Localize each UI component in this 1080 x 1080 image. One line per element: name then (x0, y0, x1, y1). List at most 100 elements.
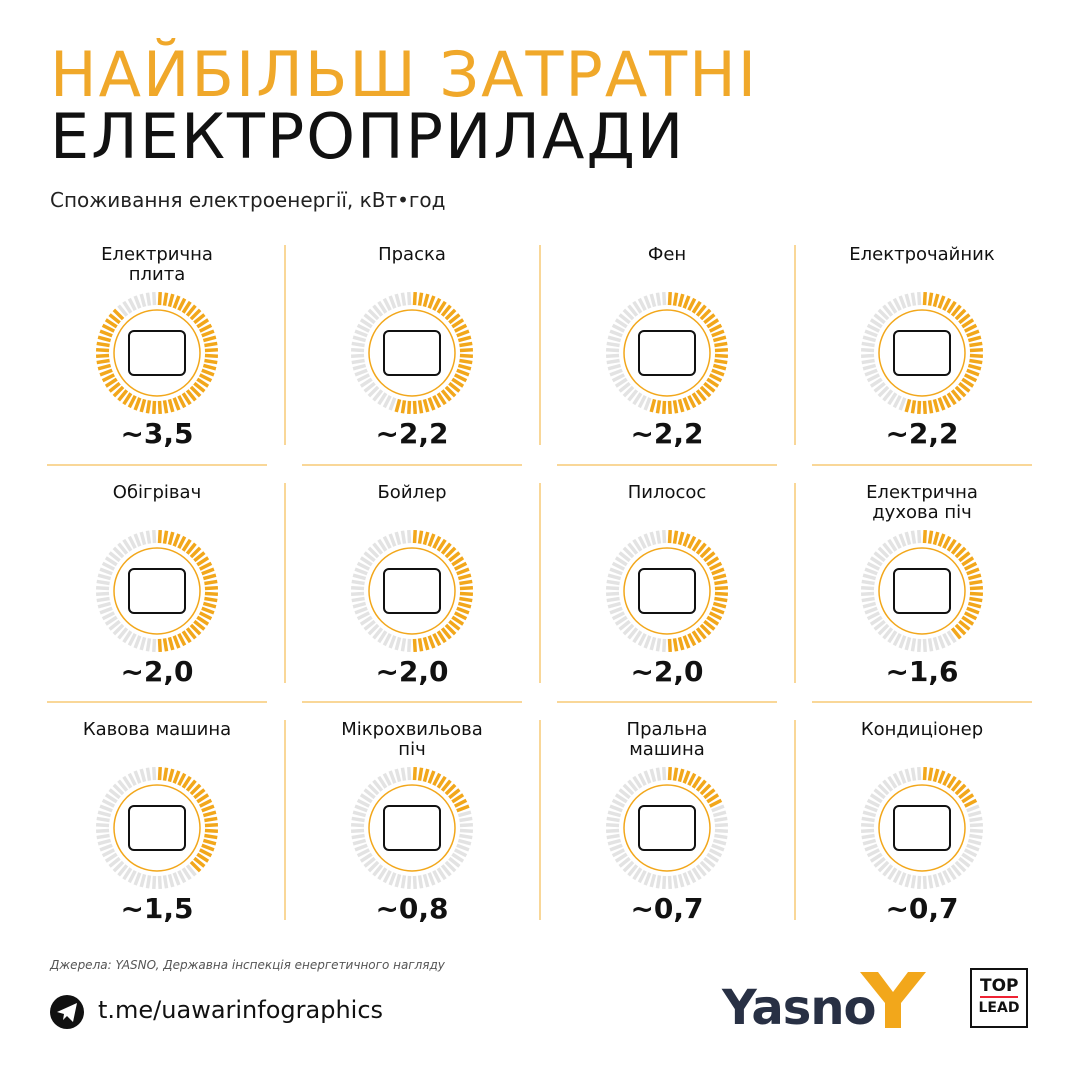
gauge-tick-off (618, 381, 631, 393)
gauge-tick-on (711, 329, 725, 338)
gauge-tick-off (427, 872, 436, 886)
gauge-tick-on (961, 556, 975, 567)
gauge-tick-on (459, 579, 473, 586)
gauge-tick-on (157, 529, 162, 544)
gauge-tick-on (177, 632, 187, 647)
gauge-tick-off (400, 638, 407, 652)
gauge-tick-on (453, 798, 468, 808)
gauge-tick-off (352, 363, 367, 371)
gauge-tick-on (112, 385, 125, 398)
gauge-tick-off (655, 530, 662, 544)
gauge-tick-off (882, 627, 894, 640)
gauge-tick-off (606, 579, 620, 586)
gauge-tick-off (363, 551, 376, 563)
gauge-tick-on (444, 308, 457, 321)
gauge-tick-off (436, 867, 447, 881)
gauge-tick-off (354, 368, 368, 377)
gauge-tick-on (459, 348, 474, 353)
gauge-tick-on (917, 400, 922, 415)
gauge-tick-on (181, 630, 192, 644)
gauge-tick-off (643, 635, 652, 649)
gauge-tick-off (456, 843, 470, 852)
gauge-tick-off (407, 766, 412, 781)
gauge-tick-off (927, 638, 934, 652)
gauge-tick-off (388, 533, 397, 547)
gauge-tick-on (117, 389, 129, 402)
gauge-tick-off (356, 323, 371, 333)
gauge-tick-on (108, 381, 121, 393)
gauge-tick-off (367, 385, 380, 398)
gauge-tick-off (382, 869, 392, 884)
gauge-tick-on (417, 638, 424, 652)
gauge-tick-off (400, 875, 407, 889)
gauge-tick-off (356, 848, 371, 858)
gauge-tick-on (440, 627, 452, 640)
gauge-tick-off (112, 623, 125, 636)
gauge-tick-on (961, 318, 975, 329)
gauge-tick-on (427, 295, 436, 309)
gauge-tick-off (417, 875, 424, 889)
gauge-inner (368, 309, 456, 397)
gauge-tick-off (910, 875, 917, 889)
gauge-tick-on (457, 573, 472, 581)
gauge-tick-on (950, 627, 962, 640)
gauge-inner (368, 784, 456, 872)
gauge-tick-on (932, 293, 940, 308)
gauge-tick-off (127, 869, 137, 884)
gauge-tick-on (699, 308, 712, 321)
gauge-tick-on (963, 561, 978, 571)
gauge-tick-on (937, 397, 946, 411)
gauge-tick-on (198, 373, 213, 383)
gauge-fill (412, 766, 470, 813)
gauge-tick-on (963, 798, 978, 808)
gauge-tick-off (351, 816, 365, 823)
gauge-tick-off (605, 353, 620, 358)
gauge-tick-off (708, 848, 723, 858)
gauge-tick-on (712, 573, 727, 581)
gauge-tick-off (351, 341, 365, 348)
gauge-tick-on (932, 398, 940, 413)
gauge-tick-on (196, 556, 210, 567)
gauge-tick-off (627, 304, 639, 317)
category-label: Бойлер (377, 482, 447, 503)
gauge-tick-on (958, 551, 971, 563)
gauge-tick-off (969, 823, 984, 828)
gauge-tick-on (961, 793, 975, 804)
gauge-tick-on (96, 341, 110, 348)
gauge-tick-off (117, 627, 129, 640)
gauge-tick-off (350, 348, 365, 353)
gauge-tick-off (394, 531, 402, 546)
gauge-tick-on (189, 308, 202, 321)
gauge-tick-on (922, 400, 927, 415)
gauge-tick-on (703, 381, 716, 393)
gauge-tick-off (99, 606, 113, 615)
gauge-tick-off (969, 833, 983, 840)
telegram-link[interactable]: t.me/uawarinfographics (98, 996, 384, 1024)
gauge-tick-off (672, 875, 679, 889)
gauge-tick-off (104, 615, 118, 626)
gauge-tick-on (706, 556, 720, 567)
gauge-tick-on (969, 596, 983, 603)
gauge-tick-on (177, 772, 187, 787)
gauge-inner (623, 784, 711, 872)
gauge-tick-on (167, 398, 175, 413)
gauge-tick-on (440, 542, 452, 555)
value-label: ~1,6 (885, 655, 959, 688)
gauge-tick-on (417, 400, 424, 414)
gauge-tick-off (127, 772, 137, 787)
gauge-tick-on (177, 297, 187, 312)
gauge-tick-on (422, 293, 430, 308)
category-label: Пральна машина (626, 719, 708, 760)
gauge-tick-on (436, 300, 447, 314)
gauge-tick-off (394, 768, 402, 783)
gauge-tick-on (432, 772, 442, 787)
gauge-tick-on (942, 772, 952, 787)
gauge-tick-off (605, 348, 620, 353)
gauge-tick-off (714, 816, 728, 823)
gauge-tick-off (618, 619, 631, 631)
gauge-tick-off (352, 573, 367, 581)
gauge-tick-off (611, 611, 626, 621)
gauge-inner (878, 309, 966, 397)
gauge-tick-off (117, 864, 129, 877)
gauge-tick-on (440, 779, 452, 792)
